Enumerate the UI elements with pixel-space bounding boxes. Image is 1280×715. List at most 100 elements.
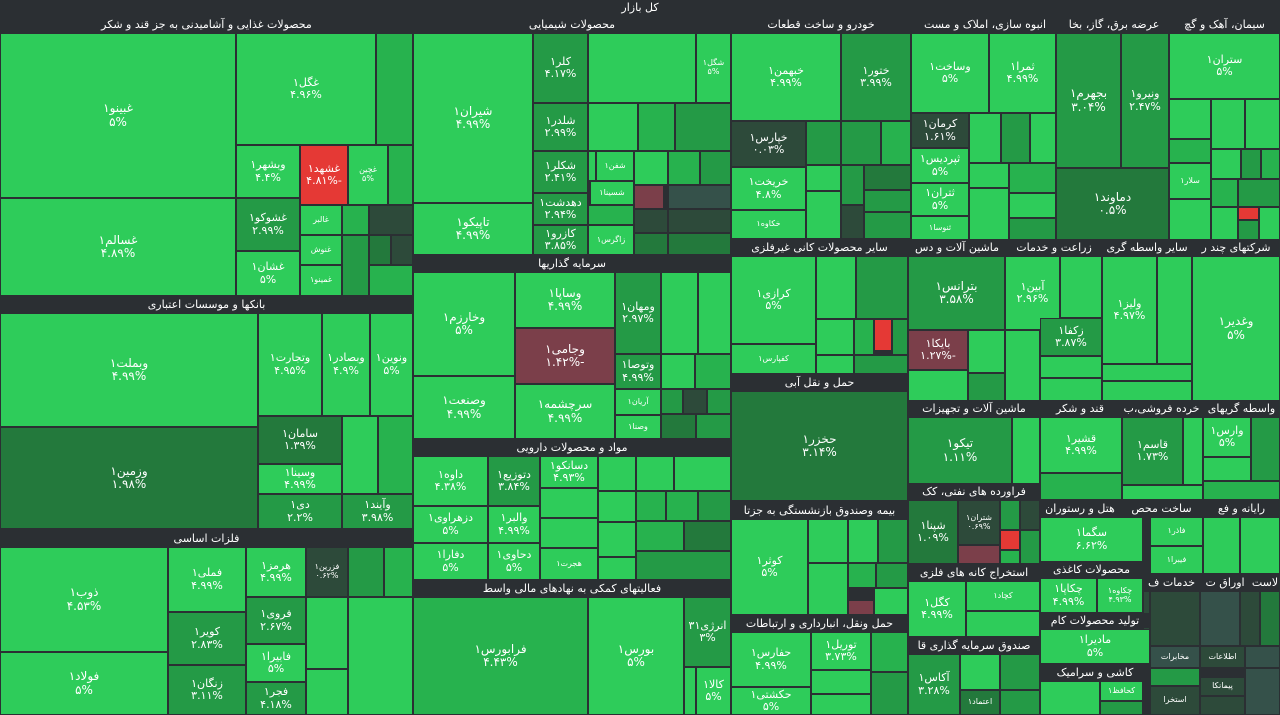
- sector-header-intermediaries[interactable]: واسطه گریهای: [1203, 401, 1280, 416]
- tile-unlabeled[interactable]: [864, 165, 911, 190]
- tile-bayka[interactable]: بایکا۱ -۱.۲۷%: [908, 330, 968, 370]
- tile-unlabeled[interactable]: [695, 354, 731, 389]
- sector-header-manufacturing[interactable]: ساخت محص: [1120, 501, 1203, 516]
- tile-unlabeled[interactable]: [878, 519, 908, 563]
- tile-zangan[interactable]: زنگان۱ ۳.۱۱%: [168, 665, 246, 715]
- tile-unlabeled[interactable]: [674, 456, 731, 491]
- tile-bjahrm[interactable]: بجهرم۱ ۳.۰۴%: [1056, 33, 1121, 168]
- tile-unlabeled[interactable]: [1200, 696, 1245, 715]
- tile-mrqam[interactable]: [1240, 517, 1280, 574]
- tile-unlabeled[interactable]: [1238, 220, 1259, 240]
- tile-damin[interactable]: [598, 522, 636, 557]
- tile-estekhra[interactable]: استخرا: [1150, 686, 1200, 715]
- tile-kafa[interactable]: کحافظ۱: [1100, 681, 1143, 701]
- tile-sgma[interactable]: سگما۱ ۶.۶۲%: [1040, 517, 1143, 562]
- tile-bourse[interactable]: بورس۱ ۵%: [588, 597, 684, 715]
- tile-hkshti[interactable]: حکشتی۱ ۵%: [731, 687, 811, 715]
- tile-mokhaberat[interactable]: مخابرات: [1150, 646, 1200, 668]
- tile-unlabeled[interactable]: [661, 389, 683, 414]
- tile-dana[interactable]: [874, 588, 908, 615]
- tile-arian[interactable]: آریان۱: [615, 389, 661, 415]
- tile-thalvand[interactable]: [969, 188, 1009, 240]
- tile-botranas[interactable]: بترانس۱ ۳.۵۸%: [908, 256, 1005, 330]
- tile-vaind[interactable]: وآیند۱ ۳.۹۸%: [342, 494, 413, 529]
- tile-tvril[interactable]: توریل۱ ۳.۷۳%: [811, 632, 871, 670]
- tile-chkavah[interactable]: چکاوه۱ ۴.۹۳%: [1097, 578, 1143, 613]
- tile-unlabeled[interactable]: [854, 319, 874, 355]
- tile-unlabeled[interactable]: [384, 547, 413, 597]
- tile-unlabeled[interactable]: [661, 414, 696, 439]
- tile-strand[interactable]: ستران۱ ۵%: [1169, 33, 1280, 99]
- tile-veshahr[interactable]: وبشهر۱ ۴.۴%: [236, 145, 300, 198]
- tile-khemhn[interactable]: خبهمن۱ ۴.۹۹%: [731, 33, 841, 121]
- tile-unlabeled[interactable]: [1245, 646, 1280, 668]
- tile-unlabeled[interactable]: [1000, 500, 1020, 530]
- tile-unlabeled[interactable]: [1000, 550, 1020, 564]
- sector-header-auto[interactable]: خودرو و ساخت قطعات: [731, 17, 911, 32]
- tile-unlabeled[interactable]: [1211, 149, 1241, 179]
- tile-kothar[interactable]: کوثر۱ ۵%: [731, 519, 808, 615]
- tile-kala[interactable]: کالا۱ ۵%: [696, 667, 731, 715]
- tile-shpna[interactable]: شپنا۱ ۱.۰۹%: [908, 500, 958, 564]
- sector-header-investment[interactable]: سرمایه گذاریها: [413, 256, 731, 271]
- sector-header-paper[interactable]: محصولات کاغذی: [1040, 562, 1143, 577]
- tile-ghalbor[interactable]: غالبر: [300, 205, 342, 235]
- tile-unlabeled[interactable]: [1040, 473, 1122, 500]
- sector-header-papers[interactable]: اوراق ت: [1200, 575, 1250, 590]
- tile-unlabeled[interactable]: [1240, 591, 1260, 646]
- tile-bmoto[interactable]: [968, 330, 1005, 373]
- tile-hjrt[interactable]: هجرت۱: [540, 548, 598, 580]
- tile-vdi[interactable]: [808, 519, 848, 563]
- tile-vars[interactable]: وارس۱ ۵%: [1203, 417, 1251, 457]
- tile-zik[interactable]: [1150, 591, 1200, 646]
- tile-unlabeled[interactable]: [598, 491, 636, 522]
- sector-header-food[interactable]: محصولات غذایی و آشامیدنی به جز قند و شکر: [0, 17, 413, 32]
- tile-shklr[interactable]: شکلر۱ ۲.۴۱%: [533, 151, 588, 193]
- tile-unlabeled[interactable]: [1203, 481, 1280, 500]
- tile-dhavi[interactable]: دحاوی۱ ۵%: [488, 543, 540, 580]
- tile-farabourse[interactable]: فرابورس۱ ۴.۴۳%: [413, 597, 588, 715]
- tile-unlabeled[interactable]: [1203, 517, 1240, 574]
- tile-ghshan[interactable]: غشان۱ ۵%: [236, 251, 300, 296]
- tile-thpardis[interactable]: ثپردیس۱ ۵%: [911, 148, 969, 183]
- tile-valbor[interactable]: والبر۱ ۴.۹۹%: [488, 506, 540, 543]
- tile-vkharazm[interactable]: وخارزم۱ ۵%: [413, 272, 515, 376]
- tile-unlabeled[interactable]: [342, 235, 369, 296]
- tile-unlabeled[interactable]: [588, 103, 638, 151]
- tile-shiran[interactable]: شیران۱ ۴.۹۹%: [413, 33, 533, 203]
- tile-shfn[interactable]: شفن۱: [596, 151, 634, 181]
- sector-header-pharma[interactable]: مواد و محصولات دارویی: [413, 440, 731, 455]
- tile-shldr[interactable]: شلدر۱ ۲.۹۹%: [533, 103, 588, 151]
- tile-unlabeled[interactable]: [700, 151, 731, 185]
- tile-unlabeled[interactable]: [668, 233, 731, 255]
- tile-unlabeled[interactable]: [388, 145, 413, 205]
- tile-vghadir[interactable]: وغدیر۱ ۵%: [1192, 256, 1280, 401]
- tile-dahdasht[interactable]: دهدشت۱ ۲.۹۴%: [533, 193, 588, 225]
- tile-madira[interactable]: مادیرا۱ ۵%: [1040, 629, 1150, 664]
- tile-unlabeled[interactable]: [1211, 179, 1238, 207]
- tile-vsapa2[interactable]: [1102, 364, 1192, 381]
- sector-header-pension[interactable]: بیمه وصندوق بازنشستگی به جزتا: [731, 503, 908, 518]
- tile-unlabeled[interactable]: [636, 491, 666, 521]
- tile-kekaz[interactable]: [816, 355, 854, 374]
- sector-header-transport2[interactable]: حمل ونقل، انبارداری و ارتباطات: [731, 616, 908, 631]
- tile-hsina[interactable]: [811, 694, 871, 715]
- tile-zghiamah[interactable]: [1040, 356, 1102, 378]
- tile-unlabeled[interactable]: [348, 597, 413, 715]
- tile-unlabeled[interactable]: [848, 563, 876, 588]
- tile-aks[interactable]: آکاس۱ ۳.۲۸%: [908, 654, 960, 715]
- tile-unlabeled[interactable]: [675, 103, 731, 151]
- tile-ghsalem[interactable]: غسالم۱ ۴.۸۹%: [0, 198, 236, 296]
- tile-khmehr[interactable]: [841, 121, 881, 165]
- tile-unlabeled[interactable]: [348, 547, 384, 597]
- tile-shavan[interactable]: [958, 545, 1000, 564]
- tile-unlabeled[interactable]: [634, 151, 668, 185]
- tile-vtejarat[interactable]: وتجارت۱ ۴.۹۵%: [258, 313, 322, 416]
- tile-vnirou[interactable]: ونیرو۱ ۲.۴۷%: [1121, 33, 1169, 168]
- tile-kazro[interactable]: کازرو۱ ۳.۸۵%: [533, 225, 588, 255]
- tile-unlabeled[interactable]: [1169, 139, 1211, 163]
- tile-ghshoko[interactable]: غشوکو۱ ۲.۹۹%: [236, 198, 300, 251]
- tile-unlabeled[interactable]: [696, 414, 731, 439]
- tile-hril[interactable]: [811, 670, 871, 694]
- sector-header-basic-metals[interactable]: فلزات اساسی: [0, 531, 413, 546]
